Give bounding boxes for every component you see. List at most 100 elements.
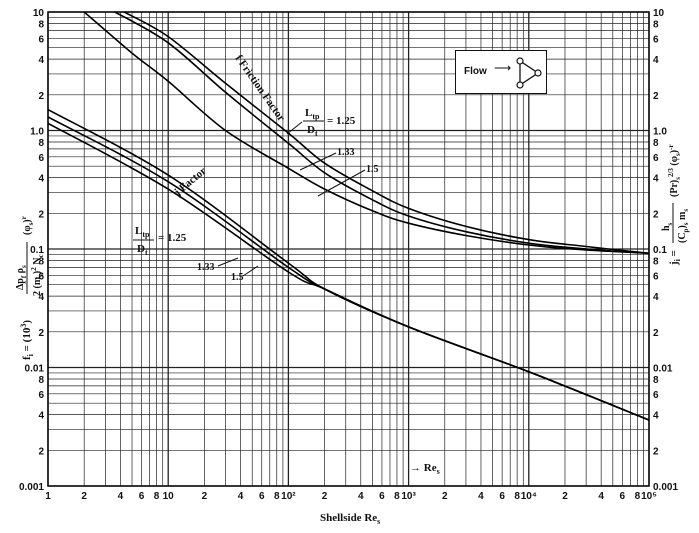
j-factor-curve-5	[48, 122, 649, 421]
y-tick-label-left: 8	[38, 256, 44, 267]
x-tick-label: 10⁵	[641, 491, 657, 502]
f-leader-15	[317, 169, 366, 197]
svg-text:2 (ms)2 Nc: 2 (ms)2 Nc	[30, 254, 45, 296]
y-tick-label-right: 6	[653, 153, 659, 164]
x-tick-label: 1	[45, 491, 51, 502]
y-tick-label-right: 0.01	[653, 364, 673, 375]
y-tick-label-left: 2	[38, 91, 44, 102]
y-tick-label-left: 4	[38, 55, 44, 66]
y-tick-label-left: 8	[38, 19, 44, 30]
svg-text:ji =: ji =	[668, 250, 682, 266]
j-leader-133	[217, 257, 239, 267]
x-tick-label: 8	[154, 491, 160, 502]
x-tick-label: 2	[202, 491, 208, 502]
right-axis-formula: ji = hs (Cp)s ms (Pr)s2/3 (φs)-r	[661, 144, 690, 266]
y-tick-label-left: 2	[38, 446, 44, 457]
y-tick-label-right: 4	[653, 55, 659, 66]
y-tick-label-right: 8	[653, 375, 659, 386]
svg-text:hs: hs	[661, 222, 674, 231]
x-tick-label: 10⁴	[521, 491, 537, 502]
j-value-125: = 1.25	[158, 232, 187, 244]
y-tick-label-right: 6	[653, 271, 659, 282]
y-tick-label-right: 8	[653, 256, 659, 267]
x-tick-label: 10	[163, 491, 175, 502]
y-tick-label-left: 0.01	[25, 364, 45, 375]
y-tick-label-left: 2	[38, 209, 44, 220]
y-tick-label-right: 0.001	[653, 482, 678, 493]
x-tick-label: 4	[238, 491, 244, 502]
y-tick-label-right: 4	[653, 411, 659, 422]
x-tick-label: 4	[598, 491, 604, 502]
x-tick-label: 2	[322, 491, 328, 502]
x-tick-label: 8	[514, 491, 520, 502]
y-tick-label-left: 6	[38, 34, 44, 45]
j-ratio-label: Ltp Dt = 1.25 1.33 1.5	[133, 225, 259, 283]
y-tick-label-left: 4	[38, 292, 44, 303]
y-tick-label-left: 8	[38, 138, 44, 149]
flow-legend: Flow ⟶	[455, 50, 547, 94]
y-tick-label-right: 6	[653, 390, 659, 401]
y-tick-label-right: 4	[653, 174, 659, 185]
y-tick-label-left: 6	[38, 153, 44, 164]
y-tick-label-left: 2	[38, 328, 44, 339]
y-tick-label-left: 6	[38, 271, 44, 282]
friction-factor-curve-0	[123, 12, 649, 255]
x-axis-label: Shellside Res	[320, 512, 381, 527]
x-tick-label: 10³	[401, 491, 416, 502]
y-tick-label-right: 4	[653, 292, 659, 303]
x-tick-label: 4	[118, 491, 124, 502]
flow-label: Flow	[464, 66, 487, 77]
friction-factor-curve-2	[83, 12, 649, 255]
curves	[48, 12, 649, 421]
f-value-15: 1.5	[366, 164, 379, 175]
f-leader-125	[286, 121, 303, 135]
y-tick-label-left: 0.1	[30, 245, 44, 256]
x-tick-label: 6	[620, 491, 626, 502]
j-value-133: 1.33	[197, 262, 215, 273]
x-tick-label: 10²	[281, 491, 296, 502]
y-tick-label-right: 2	[653, 209, 659, 220]
x-tick-label: 6	[499, 491, 505, 502]
left-axis-formula: fi = (103) Δpf ρs 2 (ms)2 Nc (φs)r	[15, 216, 45, 360]
x-tick-label: 8	[394, 491, 400, 502]
y-tick-label-right: 8	[653, 138, 659, 149]
y-tick-label-left: 4	[38, 174, 44, 185]
y-tick-label-left: 4	[38, 411, 44, 422]
j-leader-15	[242, 265, 259, 277]
y-tick-label-left: 0.001	[19, 482, 44, 493]
f-value-125: = 1.25	[327, 115, 356, 127]
x-tick-label: 8	[274, 491, 280, 502]
y-tick-label-right: 1.0	[653, 127, 667, 138]
y-tick-label-left: 10	[33, 8, 45, 19]
y-tick-label-right: 2	[653, 328, 659, 339]
f-ltp-text: Ltp	[305, 107, 320, 121]
y-tick-label-left: 1.0	[30, 127, 44, 138]
svg-text:(Pr)s2/3 (φs)-r: (Pr)s2/3 (φs)-r	[667, 144, 682, 197]
y-tick-label-left: 6	[38, 390, 44, 401]
x-tick-label: 2	[81, 491, 87, 502]
f-dt-text: Dt	[307, 124, 318, 138]
svg-text:(φs)r: (φs)r	[20, 216, 35, 235]
friction-factor-curve-1	[114, 12, 649, 255]
j-value-15: 1.5	[231, 272, 244, 283]
y-tick-label-right: 8	[653, 19, 659, 30]
plot-frame	[47, 11, 650, 487]
x-tick-label: 6	[379, 491, 385, 502]
y-tick-label-right: 0.1	[653, 245, 667, 256]
x-tick-label: 4	[478, 491, 484, 502]
x-tick-label: 2	[562, 491, 568, 502]
x-tick-label: 2	[442, 491, 448, 502]
f-leader-133	[299, 152, 337, 171]
x-tick-label: 4	[358, 491, 364, 502]
svg-text:Δpf ρs: Δpf ρs	[15, 265, 28, 290]
flow-arrow-icon: ⟶	[494, 61, 512, 75]
svg-text:(Cp)s ms: (Cp)s ms	[677, 209, 690, 243]
f-value-133: 1.33	[337, 147, 355, 158]
j-dt-text: Dt	[137, 243, 148, 257]
tube-layout-triangle-icon	[516, 57, 542, 89]
y-tick-label-left: 8	[38, 375, 44, 386]
x-tick-label: 8	[635, 491, 641, 502]
j-ltp-text: Ltp	[135, 225, 150, 239]
